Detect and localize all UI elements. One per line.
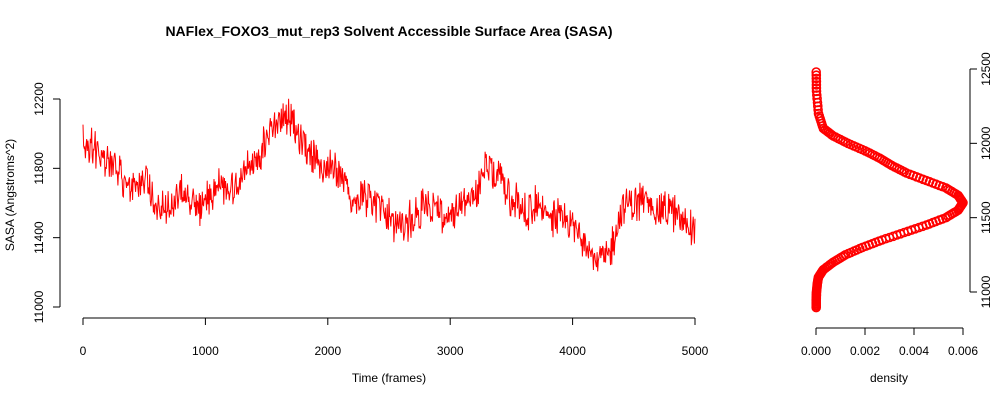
density-x-tick-label: 0.002 (850, 344, 880, 358)
density-point (811, 83, 822, 93)
main-x-tick-label: 3000 (437, 344, 464, 358)
main-x-tick-label: 0 (80, 344, 87, 358)
main-y-tick-label: 11000 (32, 290, 46, 323)
density-point (811, 86, 822, 97)
main-x-tick-label: 1000 (192, 344, 219, 358)
main-y-tick-label: 12200 (32, 82, 46, 116)
density-x-tick-label: 0.004 (899, 344, 929, 358)
density-point (838, 251, 849, 261)
density-y-tick-label: 11000 (979, 275, 993, 308)
main-plot: Time (frames) SASA (Angstroms^2) 0 1000 20… (3, 82, 709, 385)
density-x-tick-label: 0.000 (801, 344, 831, 358)
density-point (811, 73, 822, 84)
main-y-tick-label: 11800 (32, 152, 46, 185)
main-x-axis-label: Time (frames) (352, 371, 426, 385)
main-x-tick-label: 2000 (314, 344, 341, 358)
density-point (811, 76, 822, 87)
density-point (811, 70, 822, 80)
chart-title: NAFlex_FOXO3_mut_rep3 Solvent Accessible… (165, 23, 612, 39)
density-x-tick-label: 0.006 (948, 344, 978, 358)
density-x-axis-label: density (870, 371, 908, 385)
density-point (811, 80, 822, 90)
density-y-tick-label: 12500 (979, 52, 993, 86)
density-point (943, 184, 953, 194)
density-point (811, 90, 822, 100)
density-y-tick-label: 11500 (979, 201, 993, 234)
density-point (811, 67, 822, 77)
main-x-tick-label: 4000 (559, 344, 586, 358)
main-y-axis-label: SASA (Angstroms^2) (3, 139, 17, 251)
density-plot: density 0.000 0.002 0.004 0.006 11000 11500 12… (801, 52, 993, 385)
sasa-series-line (82, 98, 696, 272)
main-y-tick-label: 11400 (32, 221, 46, 254)
main-x-tick-label: 5000 (682, 344, 709, 358)
density-y-tick-label: 12000 (979, 126, 993, 160)
